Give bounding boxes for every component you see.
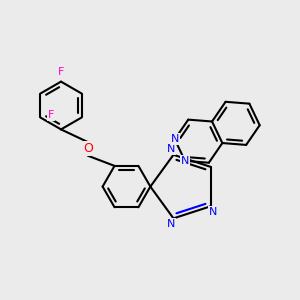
Text: N: N: [209, 207, 218, 217]
Text: N: N: [167, 144, 175, 154]
Text: F: F: [48, 110, 54, 120]
Text: N: N: [181, 156, 189, 166]
Text: N: N: [170, 134, 179, 144]
Text: O: O: [83, 142, 93, 155]
Text: F: F: [58, 67, 64, 77]
Text: N: N: [167, 219, 175, 229]
